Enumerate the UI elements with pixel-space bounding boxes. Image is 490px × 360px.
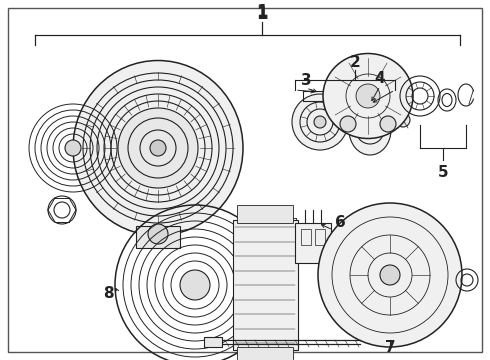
Circle shape — [292, 94, 348, 150]
Circle shape — [148, 224, 168, 244]
Bar — [204, 337, 222, 347]
Ellipse shape — [323, 54, 413, 139]
Bar — [237, 347, 293, 360]
Bar — [237, 205, 293, 223]
Bar — [295, 223, 331, 263]
Ellipse shape — [73, 60, 243, 235]
Bar — [315, 229, 325, 245]
Circle shape — [65, 140, 81, 156]
Circle shape — [150, 140, 166, 156]
Bar — [136, 226, 180, 248]
Text: 4: 4 — [375, 71, 385, 86]
Ellipse shape — [349, 105, 391, 155]
Circle shape — [180, 270, 210, 300]
Bar — [233, 220, 298, 350]
Circle shape — [396, 113, 410, 127]
Text: 8: 8 — [103, 285, 113, 301]
Circle shape — [318, 203, 462, 347]
Text: 7: 7 — [385, 341, 395, 356]
Text: 3: 3 — [301, 72, 311, 87]
Text: 1: 1 — [256, 5, 268, 23]
Circle shape — [340, 116, 356, 132]
Circle shape — [356, 84, 380, 108]
Bar — [301, 229, 311, 245]
Circle shape — [380, 265, 400, 285]
Circle shape — [314, 116, 326, 128]
Circle shape — [363, 123, 377, 137]
Text: 6: 6 — [335, 215, 345, 230]
Text: 5: 5 — [438, 165, 448, 180]
Text: 1: 1 — [256, 3, 268, 21]
Circle shape — [118, 108, 198, 188]
Circle shape — [380, 116, 396, 132]
Text: 2: 2 — [350, 54, 360, 69]
